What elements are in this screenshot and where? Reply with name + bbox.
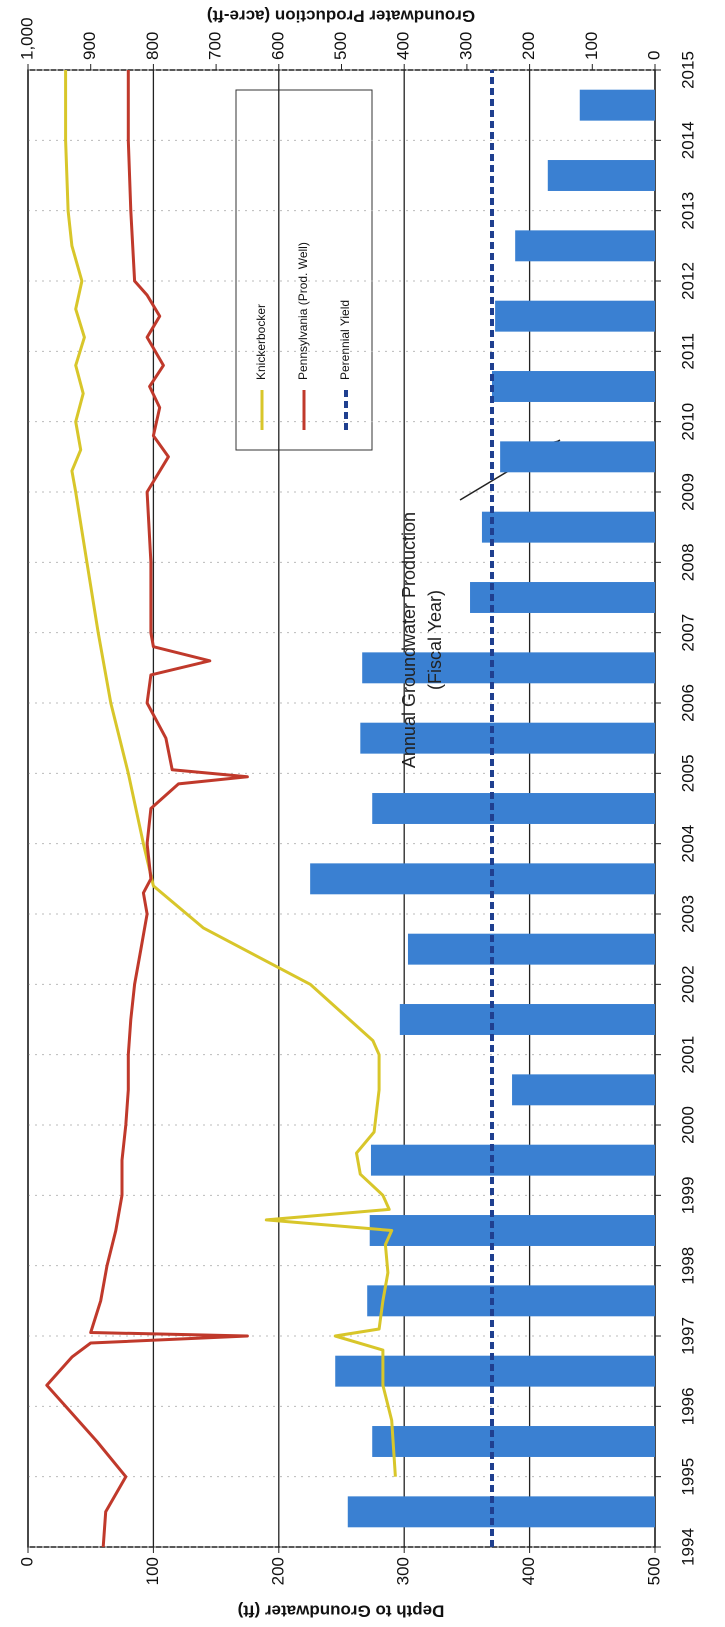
bar <box>515 230 656 262</box>
x-tick-label: 2007 <box>678 614 697 652</box>
y2-tick-label: 800 <box>143 32 162 60</box>
bar <box>495 300 655 332</box>
y2-tick-label: 900 <box>80 32 99 60</box>
line-series <box>64 70 397 1477</box>
legend-box <box>235 89 373 451</box>
annotation-text: Annual Groundwater Production <box>399 512 419 768</box>
bar <box>372 793 655 824</box>
y-tick-label: 400 <box>519 1557 538 1585</box>
bar <box>470 582 655 613</box>
bar <box>579 89 656 121</box>
x-tick-label: 2005 <box>678 754 697 792</box>
y2-tick-label: 100 <box>582 32 601 60</box>
annotation-text: (Fiscal Year) <box>425 590 445 690</box>
bar <box>399 1004 655 1035</box>
bar <box>500 441 656 473</box>
x-tick-label: 2002 <box>678 965 697 1003</box>
y2-axis-title: Groundwater Production (acre-ft) <box>207 7 475 26</box>
line-series <box>45 70 249 1548</box>
bar <box>360 722 655 754</box>
y2-tick-label: 400 <box>394 32 413 60</box>
y-axis-title: Depth to Groundwater (ft) <box>238 1602 445 1621</box>
y2-tick-label: 1,000 <box>17 17 36 60</box>
x-tick-label: 2003 <box>678 895 697 933</box>
y2-tick-label: 500 <box>331 32 350 60</box>
x-tick-label: 2011 <box>678 333 697 370</box>
x-tick-label: 1998 <box>678 1247 697 1285</box>
bar <box>369 1215 655 1246</box>
x-tick-label: 2015 <box>678 51 697 89</box>
x-tick-label: 2006 <box>678 684 697 722</box>
y2-tick-label: 300 <box>456 32 475 60</box>
bar <box>407 933 655 965</box>
bar <box>335 1355 655 1387</box>
y-tick-label: 300 <box>394 1557 413 1585</box>
bar <box>547 160 656 191</box>
rotated-chart: Depth to Groundwater (ft) Groundwater Pr… <box>17 7 697 1621</box>
y-tick-label: 100 <box>143 1557 162 1585</box>
y-tick-label: 500 <box>644 1557 663 1585</box>
x-tick-label: 1995 <box>678 1458 697 1496</box>
x-tick-label: 2000 <box>678 1106 697 1144</box>
bar <box>367 1285 655 1317</box>
x-tick-label: 1997 <box>678 1317 697 1355</box>
y-tick-label: 0 <box>17 1557 36 1566</box>
x-tick-label: 1994 <box>678 1528 697 1566</box>
bar <box>512 1074 655 1106</box>
y2-tick-label: 200 <box>519 32 538 60</box>
legend-label: Pennsylvania (Prod. Well) <box>296 242 310 380</box>
y2-tick-label: 600 <box>268 32 287 60</box>
bar <box>362 652 655 684</box>
x-tick-label: 2004 <box>678 825 697 863</box>
x-tick-label: 2001 <box>678 1036 697 1074</box>
bar <box>491 371 656 402</box>
x-tick-label: 2008 <box>678 543 697 581</box>
bar <box>481 511 655 543</box>
bar <box>372 1426 655 1457</box>
y2-tick-label: 700 <box>206 32 225 60</box>
bar <box>347 1496 655 1528</box>
x-tick-label: 2010 <box>678 403 697 441</box>
x-tick-label: 2014 <box>678 121 697 159</box>
bar <box>370 1144 655 1176</box>
legend-label: Knickerbocker <box>254 304 268 380</box>
y2-tick-label: 0 <box>644 51 663 60</box>
legend-label: Perennial Yield <box>338 300 352 380</box>
x-tick-label: 2013 <box>678 192 697 230</box>
x-tick-label: 2009 <box>678 473 697 511</box>
y-tick-label: 200 <box>268 1557 287 1585</box>
x-tick-label: 2012 <box>678 262 697 300</box>
x-tick-label: 1999 <box>678 1176 697 1214</box>
x-tick-label: 1996 <box>678 1387 697 1425</box>
bar <box>310 863 655 895</box>
